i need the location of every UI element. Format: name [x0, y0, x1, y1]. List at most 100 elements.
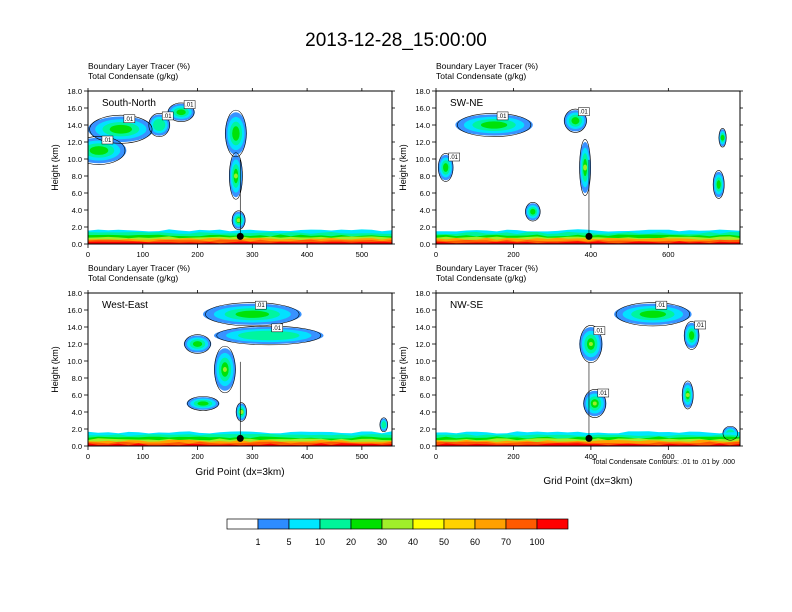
colorbar-label: 50 [439, 537, 449, 547]
condensate-contour [89, 114, 153, 144]
colorbar-cell [443, 518, 476, 530]
panel-label: South-North [102, 98, 156, 109]
condensate-contour [456, 113, 532, 137]
y-tick-label: 8.0 [72, 374, 82, 383]
contour-label-box [694, 320, 706, 330]
colorbar: 1 5 10 20 30 40 50 60 70 100 [226, 518, 569, 547]
contour-label-box [578, 107, 590, 116]
x-tick-label: 200 [507, 250, 520, 259]
panel-title-line: Total Condensate (g/kg) [436, 273, 526, 283]
condensate-contour [379, 417, 388, 433]
y-tick-label: 14.0 [415, 323, 430, 332]
tracer-level-blob [583, 164, 588, 171]
colorbar-label: 5 [286, 537, 291, 547]
y-axis-label: Height (km) [398, 346, 408, 393]
x-tick-label: 400 [301, 250, 314, 259]
panel-title-line: Boundary Layer Tracer (%) [88, 263, 190, 273]
contour-label: .01 [101, 135, 114, 145]
contour-label-box [593, 326, 606, 335]
colorbar-label: 70 [501, 537, 511, 547]
condensate-contour [184, 334, 211, 354]
tracer-level-blob [571, 117, 580, 125]
condensate-contour [683, 321, 700, 350]
y-tick-label: 14.0 [67, 323, 82, 332]
colorbar-label: 60 [470, 537, 480, 547]
y-tick-label: 10.0 [415, 155, 430, 164]
y-tick-label: 4.0 [72, 206, 82, 215]
y-tick-label: 4.0 [420, 408, 430, 417]
y-tick-label: 8.0 [420, 172, 430, 181]
tracer-level-blob [235, 310, 270, 318]
x-axis-label: Grid Point (dx=3km) [543, 476, 632, 487]
contour-label-text: .01 [579, 110, 588, 116]
x-tick-label: 300 [246, 452, 259, 461]
contour-label: .01 [655, 300, 668, 310]
tracer-level-blob [236, 218, 241, 223]
y-tick-label: 18.0 [67, 87, 82, 96]
x-tick-label: 0 [434, 452, 438, 461]
contour-label: .01 [448, 152, 460, 162]
tracer-level-blob [530, 208, 536, 215]
colorbar-label: 100 [529, 537, 544, 547]
x-tick-label: 600 [662, 452, 675, 461]
condensate-contour [583, 389, 607, 418]
colorbar-cell [474, 518, 507, 530]
y-tick-label: 14.0 [415, 121, 430, 130]
y-axis-label: Height (km) [398, 144, 408, 191]
contour-label-box [161, 111, 174, 121]
condensate-contour [148, 113, 170, 137]
contour-label-text: .01 [696, 323, 705, 329]
panel-south-north: Boundary Layer Tracer (%)Total Condensat… [50, 61, 395, 259]
y-tick-label: 6.0 [72, 189, 82, 198]
boundary-layer-band [436, 443, 740, 446]
y-tick-label: 12.0 [67, 138, 82, 147]
y-tick-label: 6.0 [72, 391, 82, 400]
x-tick-label: 400 [301, 452, 314, 461]
y-tick-label: 2.0 [420, 223, 430, 232]
tracer-level-blob [153, 119, 166, 131]
y-tick-label: 18.0 [67, 289, 82, 298]
contour-label: .01 [597, 388, 610, 398]
y-tick-label: 0.0 [420, 442, 430, 451]
contour-label-box [183, 100, 196, 109]
colorbar-cell [536, 518, 569, 530]
tracer-level-blob [239, 410, 244, 414]
panel-title-line: Boundary Layer Tracer (%) [88, 61, 190, 71]
x-tick-label: 100 [137, 452, 150, 461]
colorbar-cell [381, 518, 414, 530]
colorbar-cell [412, 518, 445, 530]
boundary-layer-band [436, 241, 740, 244]
x-tick-label: 300 [246, 250, 259, 259]
condensate-contour [225, 109, 247, 158]
contour-label: .01 [578, 107, 590, 116]
x-tick-label: 200 [191, 452, 204, 461]
x-tick-label: 400 [585, 250, 598, 259]
tracer-level-blob [233, 173, 238, 179]
panel-label: SW-NE [450, 98, 483, 109]
colorbar-cell [505, 518, 538, 530]
colorbar-cell [257, 518, 290, 530]
y-tick-label: 12.0 [415, 340, 430, 349]
x-axis-label: Grid Point (dx=3km) [195, 467, 284, 478]
tracer-level-blob [238, 330, 300, 341]
panel-title-line: Boundary Layer Tracer (%) [436, 263, 538, 273]
contour-label: .01 [694, 320, 706, 330]
panel-sw-ne: Boundary Layer Tracer (%)Total Condensat… [398, 61, 743, 259]
y-tick-label: 12.0 [415, 138, 430, 147]
y-axis-label: Height (km) [50, 346, 60, 393]
tracer-level-blob [685, 393, 690, 397]
x-tick-label: 200 [191, 250, 204, 259]
panel-title-line: Total Condensate (g/kg) [436, 71, 526, 81]
colorbar-label: 30 [377, 537, 387, 547]
contour-label-box [597, 388, 610, 398]
y-tick-label: 0.0 [72, 240, 82, 249]
y-tick-label: 2.0 [420, 425, 430, 434]
y-tick-label: 0.0 [72, 442, 82, 451]
contour-label-text: .01 [599, 391, 608, 397]
y-tick-label: 8.0 [72, 172, 82, 181]
condensate-contour [615, 302, 690, 327]
condensate-contour [681, 380, 694, 410]
contour-label-box [123, 114, 136, 123]
plot-frame [87, 292, 393, 447]
figure-title: 2013-12-28_15:00:00 [305, 30, 487, 51]
